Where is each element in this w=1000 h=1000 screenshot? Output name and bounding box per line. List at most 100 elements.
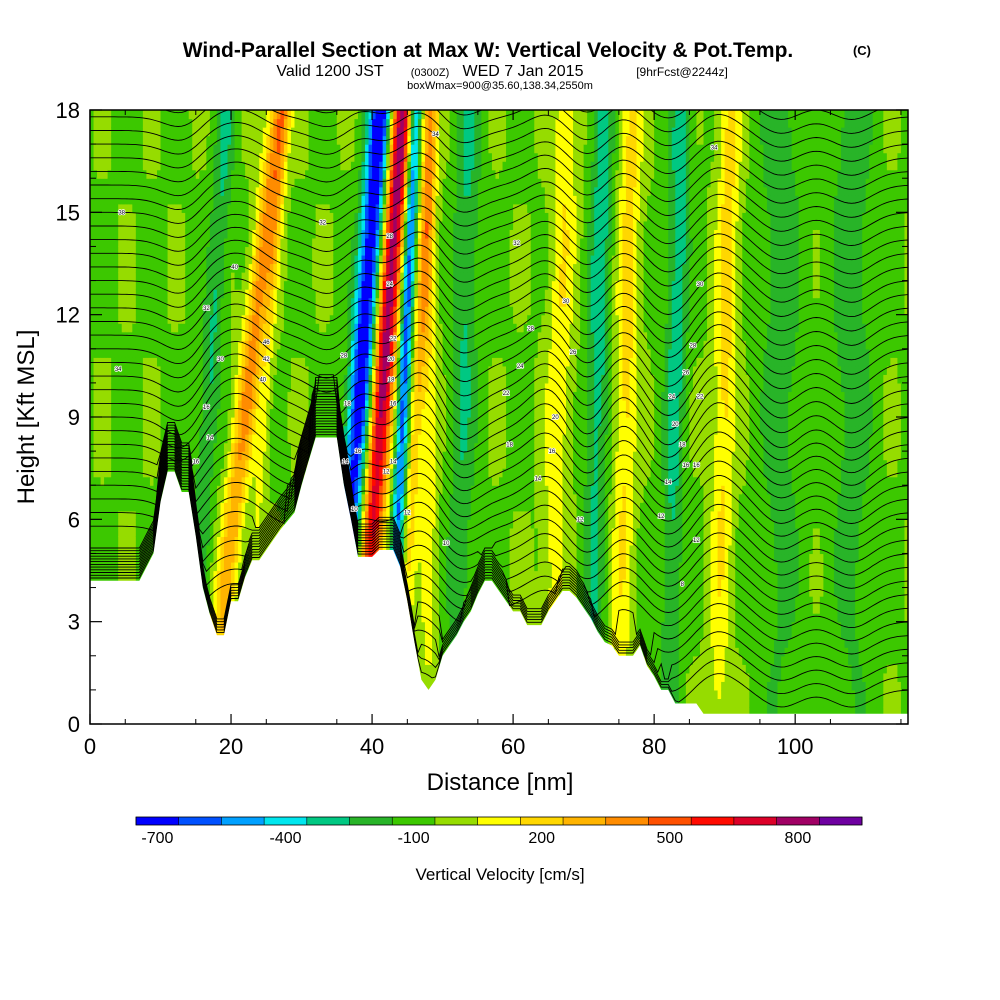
velocity-cell bbox=[234, 306, 239, 316]
velocity-cell bbox=[171, 306, 176, 316]
velocity-cell bbox=[146, 323, 151, 333]
velocity-cell bbox=[259, 391, 264, 401]
velocity-cell bbox=[142, 476, 148, 486]
velocity-cell bbox=[128, 220, 133, 230]
velocity-cell bbox=[107, 246, 112, 256]
velocity-cell bbox=[160, 399, 165, 410]
velocity-cell bbox=[238, 357, 243, 367]
velocity-cell bbox=[167, 263, 172, 273]
velocity-cell bbox=[238, 212, 243, 222]
velocity-cell bbox=[171, 365, 176, 375]
velocity-cell bbox=[149, 263, 155, 273]
velocity-cell bbox=[231, 519, 236, 529]
velocity-cell bbox=[146, 459, 151, 469]
velocity-cell bbox=[245, 280, 250, 290]
velocity-cell bbox=[280, 493, 285, 503]
velocity-cell bbox=[266, 493, 271, 503]
velocity-cell bbox=[142, 254, 148, 265]
velocity-cell bbox=[199, 229, 204, 239]
velocity-cell bbox=[93, 186, 98, 196]
velocity-cell bbox=[132, 212, 137, 222]
velocity-cell bbox=[255, 451, 260, 461]
velocity-cell bbox=[227, 323, 232, 333]
velocity-cell bbox=[202, 357, 207, 367]
velocity-cell bbox=[248, 519, 253, 529]
velocity-cell bbox=[312, 348, 317, 358]
velocity-cell bbox=[178, 391, 183, 401]
velocity-cell bbox=[287, 144, 292, 154]
velocity-cell bbox=[121, 144, 126, 154]
velocity-cell bbox=[301, 289, 306, 299]
velocity-cell bbox=[185, 306, 190, 316]
velocity-cell bbox=[174, 323, 179, 333]
velocity-cell bbox=[118, 306, 123, 316]
velocity-cell bbox=[188, 306, 193, 316]
velocity-cell bbox=[128, 186, 133, 196]
velocity-cell bbox=[266, 314, 271, 324]
velocity-cell bbox=[171, 203, 176, 213]
velocity-cell bbox=[114, 237, 119, 248]
velocity-cell bbox=[192, 110, 197, 120]
velocity-cell bbox=[276, 280, 281, 290]
velocity-cell bbox=[121, 527, 126, 537]
velocity-cell bbox=[118, 502, 123, 512]
velocity-cell bbox=[287, 178, 292, 188]
velocity-cell bbox=[238, 544, 243, 555]
velocity-cell bbox=[121, 340, 126, 350]
velocity-cell bbox=[195, 331, 200, 341]
velocity-cell bbox=[238, 459, 243, 469]
velocity-cell bbox=[178, 186, 183, 196]
velocity-cell bbox=[178, 195, 183, 205]
velocity-cell bbox=[142, 144, 148, 154]
velocity-cell bbox=[245, 468, 250, 478]
velocity-cell bbox=[223, 118, 229, 128]
velocity-cell bbox=[125, 237, 130, 248]
velocity-cell bbox=[322, 417, 327, 427]
velocity-cell bbox=[326, 365, 331, 375]
velocity-cell bbox=[153, 195, 158, 205]
velocity-cell bbox=[301, 229, 306, 239]
velocity-cell bbox=[121, 135, 126, 145]
velocity-cell bbox=[266, 272, 271, 282]
velocity-cell bbox=[132, 144, 137, 154]
velocity-cell bbox=[188, 323, 193, 333]
velocity-cell bbox=[121, 323, 126, 333]
velocity-cell bbox=[283, 434, 289, 444]
velocity-cell bbox=[181, 246, 186, 256]
velocity-cell bbox=[174, 178, 179, 188]
velocity-cell bbox=[202, 561, 207, 572]
velocity-cell bbox=[188, 152, 193, 162]
velocity-cell bbox=[128, 127, 133, 137]
velocity-cell bbox=[227, 144, 232, 154]
velocity-cell bbox=[238, 485, 243, 495]
velocity-cell bbox=[174, 203, 179, 213]
velocity-cell bbox=[294, 144, 299, 154]
velocity-cell bbox=[223, 203, 229, 213]
velocity-cell bbox=[213, 254, 218, 265]
velocity-cell bbox=[213, 604, 218, 614]
velocity-cell bbox=[181, 110, 186, 120]
velocity-cell bbox=[259, 442, 264, 452]
velocity-cell bbox=[135, 161, 140, 171]
velocity-cell bbox=[255, 161, 260, 171]
velocity-cell bbox=[312, 152, 317, 162]
velocity-cell bbox=[156, 451, 162, 461]
velocity-cell bbox=[199, 519, 204, 529]
velocity-cell bbox=[90, 144, 95, 154]
velocity-cell bbox=[234, 408, 239, 418]
velocity-cell bbox=[234, 203, 239, 213]
velocity-cell bbox=[294, 152, 299, 162]
velocity-cell bbox=[202, 459, 207, 469]
velocity-cell bbox=[252, 425, 257, 435]
velocity-cell bbox=[185, 314, 190, 324]
velocity-cell bbox=[216, 340, 222, 350]
velocity-cell bbox=[100, 195, 105, 205]
velocity-cell bbox=[248, 178, 253, 188]
velocity-cell bbox=[248, 442, 253, 452]
velocity-cell bbox=[262, 246, 267, 256]
velocity-cell bbox=[223, 323, 229, 333]
velocity-cell bbox=[188, 399, 193, 410]
velocity-cell bbox=[234, 365, 239, 375]
velocity-cell bbox=[139, 365, 144, 375]
velocity-cell bbox=[185, 280, 190, 290]
